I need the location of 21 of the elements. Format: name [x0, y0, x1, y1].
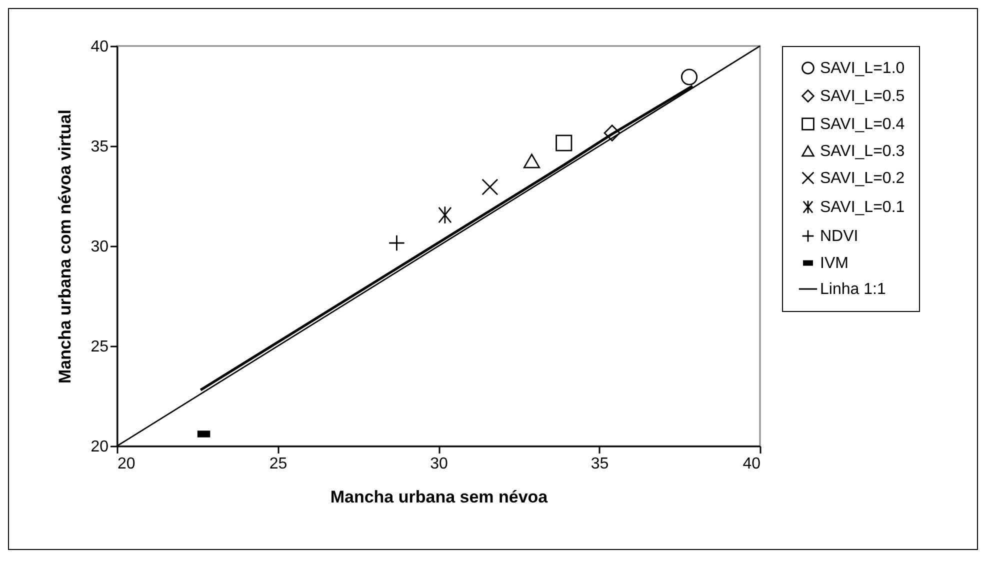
y-tick-label: 25: [90, 338, 109, 356]
y-tick-label: 40: [90, 38, 109, 56]
x-tick-label: 40: [742, 456, 761, 472]
legend-label: NDVI: [820, 228, 858, 245]
y-axis-title: Mancha urbana com névoa virtual: [56, 110, 75, 384]
legend-label: SAVI_L=0.2: [820, 170, 905, 187]
legend-label: IVM: [820, 255, 848, 272]
y-tick-label: 35: [90, 138, 109, 156]
y-tick-label: 20: [90, 438, 109, 456]
legend-label: SAVI_L=1.0: [820, 60, 905, 77]
x-axis-title: Mancha urbana sem névoa: [330, 488, 548, 506]
legend-label: Linha 1:1: [820, 281, 886, 298]
legend-label: SAVI_L=0.1: [820, 199, 905, 216]
x-tick-label: 30: [430, 456, 448, 472]
legend-label: SAVI_L=0.3: [820, 143, 905, 160]
x-tick-label: 25: [269, 456, 288, 472]
legend-label: SAVI_L=0.5: [820, 88, 905, 105]
y-tick-label: 30: [90, 238, 109, 256]
legend-label: SAVI_L=0.4: [820, 116, 905, 133]
x-tick-label: 20: [118, 456, 136, 472]
x-tick-label: 35: [590, 456, 609, 472]
